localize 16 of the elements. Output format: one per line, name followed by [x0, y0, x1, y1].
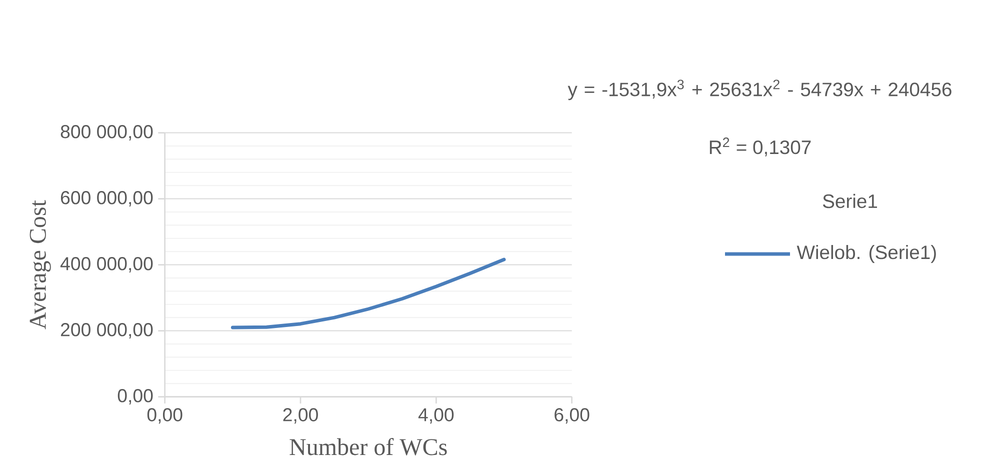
- text: y = -1531,9x$^{3}$ + 25631x$^{2}$ - 54739x + 240456: [568, 80, 952, 100]
- x-tick-label: 2,00: [283, 408, 318, 424]
- y-tick-label: 400 000,00: [60, 257, 153, 273]
- y-axis-title: Average Cost: [30, 200, 51, 330]
- legend-title: Serie1: [822, 194, 877, 208]
- legend-label: Wielob. (Serie1): [796, 245, 936, 264]
- x-axis-title: Number of WCs: [290, 438, 447, 456]
- y-tick-label: 800 000,00: [60, 125, 153, 141]
- line-series: [230, 258, 506, 330]
- y-tick-label: 200 000,00: [60, 323, 153, 339]
- text: R$^{2}$ = 0,1307: [710, 138, 811, 157]
- x-tick-label: 4,00: [418, 408, 454, 424]
- y-tick-label: 0,00: [118, 389, 153, 405]
- x-tick-label: 0,00: [147, 408, 182, 424]
- y-tick-label: 600 000,00: [60, 191, 153, 207]
- x-tick-label: 6,00: [554, 408, 590, 424]
